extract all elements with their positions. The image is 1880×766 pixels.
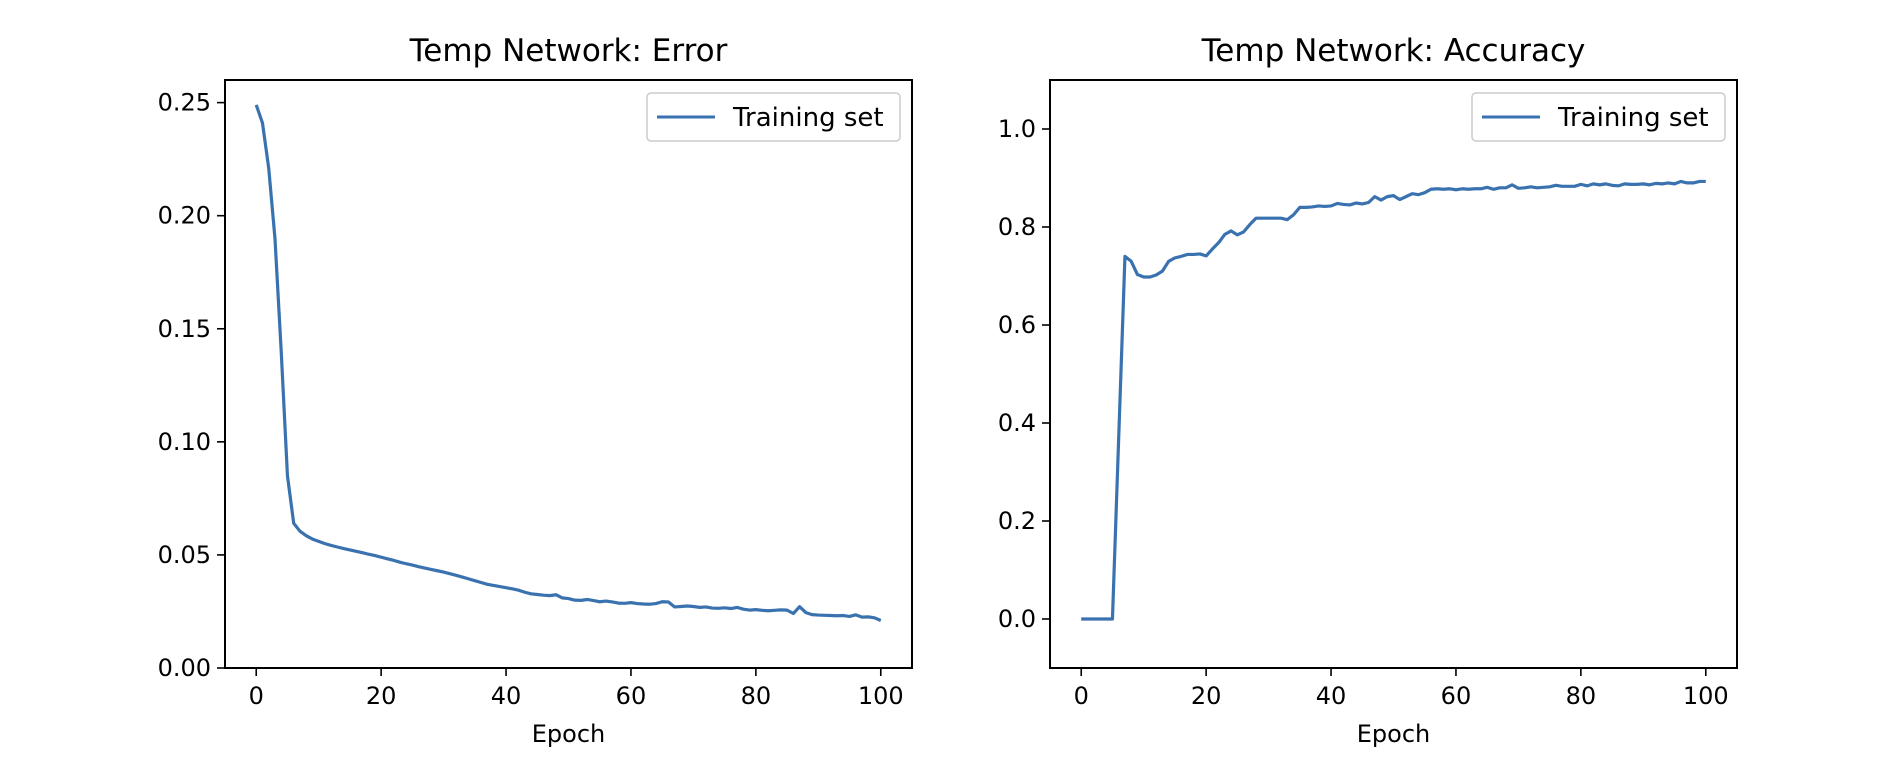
accuracy-chart-x-tick-label: 40	[1316, 682, 1347, 710]
accuracy-chart-y-tick-label: 0.2	[998, 507, 1036, 535]
error-chart-marks	[254, 104, 882, 622]
accuracy-chart-title: Temp Network: Accuracy	[1201, 33, 1586, 69]
error-chart-panel: Temp Network: Error 0 20 40 60 80 100 0.000.0…	[158, 33, 913, 748]
error-chart-y-tick-label: 0.25	[158, 89, 211, 117]
accuracy-chart-legend: Training set	[1471, 92, 1726, 142]
error-chart-x-tick-label: 60	[616, 682, 647, 710]
error-chart-legend-box	[646, 92, 901, 142]
error-chart-x-tick-label: 0	[249, 682, 264, 710]
accuracy-chart-panel: Temp Network: Accuracy 0 20 40 60 80 100 0.00…	[998, 33, 1738, 748]
error-chart-y-tick-label: 0.00	[158, 654, 211, 682]
error-chart-axes-frame	[224, 79, 913, 669]
accuracy-chart-y-tick-label: 0.8	[998, 213, 1036, 241]
accuracy-chart-y-tick-label: 0.0	[998, 605, 1036, 633]
accuracy-chart-x-ticks: 0 20 40 60 80 100	[1074, 668, 1729, 710]
accuracy-chart-y-ticks: 0.0 0.2 0.4 0.6 0.8 1.0	[998, 115, 1050, 633]
error-chart-y-tick-label: 0.15	[158, 315, 211, 343]
accuracy-chart-series-line-0	[1081, 179, 1706, 621]
accuracy-chart-x-tick-label: 80	[1566, 682, 1597, 710]
accuracy-chart-legend-box	[1471, 92, 1726, 142]
error-chart-y-tick-label: 0.20	[158, 202, 211, 230]
accuracy-chart-y-tick-label: 0.4	[998, 409, 1036, 437]
error-chart-x-tick-label: 20	[366, 682, 397, 710]
error-chart-legend-label: Training set	[732, 103, 884, 133]
accuracy-chart-marks	[1081, 179, 1706, 621]
accuracy-chart-x-tick-label: 0	[1074, 682, 1089, 710]
accuracy-chart-x-tick-label: 20	[1191, 682, 1222, 710]
error-chart-x-tick-label: 80	[741, 682, 772, 710]
accuracy-chart-x-tick-label: 60	[1441, 682, 1472, 710]
accuracy-chart-y-tick-label: 1.0	[998, 115, 1036, 143]
error-chart-y-tick-label: 0.05	[158, 541, 211, 569]
error-chart-x-ticks: 0 20 40 60 80 100	[249, 668, 904, 710]
error-chart-x-tick-label: 100	[858, 682, 904, 710]
error-chart-legend: Training set	[646, 92, 901, 142]
accuracy-chart-x-axis-label: Epoch	[1357, 720, 1431, 748]
error-chart-series-line-0	[254, 104, 882, 622]
error-chart-x-tick-label: 40	[491, 682, 522, 710]
error-chart-title: Temp Network: Error	[409, 33, 728, 69]
accuracy-chart-axes-frame	[1049, 79, 1738, 669]
accuracy-chart-y-tick-label: 0.6	[998, 311, 1036, 339]
error-chart-x-axis-label: Epoch	[532, 720, 606, 748]
accuracy-chart-x-tick-label: 100	[1683, 682, 1729, 710]
accuracy-chart-legend-label: Training set	[1557, 103, 1709, 133]
error-chart-y-tick-label: 0.10	[158, 428, 211, 456]
error-chart-y-ticks: 0.00 0.05 0.10 0.15 0.20 0.25	[158, 89, 225, 682]
